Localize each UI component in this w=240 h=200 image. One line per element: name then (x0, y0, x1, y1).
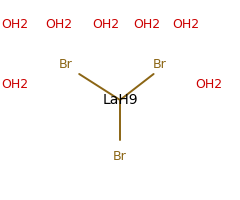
Text: OH2: OH2 (45, 19, 72, 31)
Text: OH2: OH2 (133, 19, 160, 31)
Text: LaH9: LaH9 (102, 93, 138, 107)
Text: Br: Br (153, 58, 167, 72)
Text: OH2: OH2 (195, 78, 222, 90)
Text: Br: Br (59, 58, 73, 72)
Text: OH2: OH2 (92, 19, 119, 31)
Text: OH2: OH2 (1, 19, 28, 31)
Text: Br: Br (113, 150, 127, 164)
Text: OH2: OH2 (1, 78, 28, 90)
Text: OH2: OH2 (172, 19, 200, 31)
